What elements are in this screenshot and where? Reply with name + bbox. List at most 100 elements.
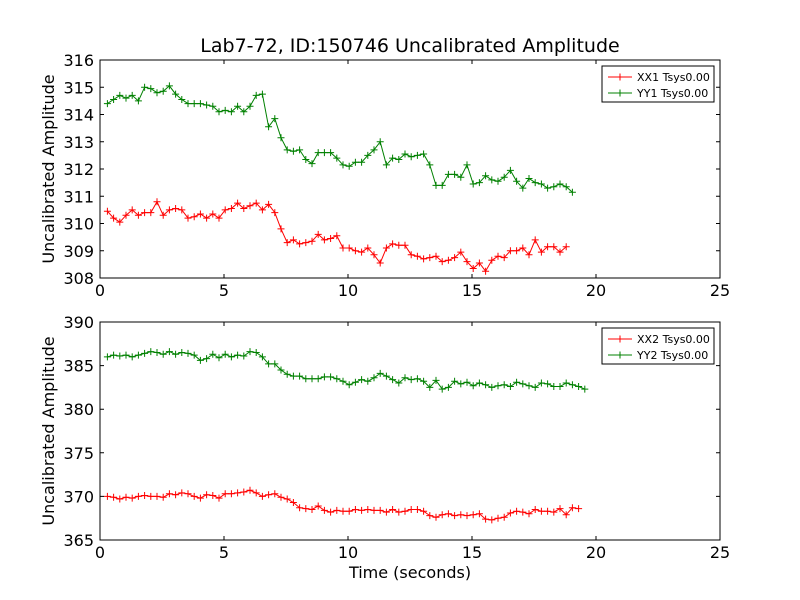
- data-point: [153, 89, 161, 97]
- data-point: [196, 356, 204, 364]
- data-point: [314, 375, 322, 383]
- data-point: [128, 353, 136, 361]
- data-point: [190, 492, 198, 500]
- data-point: [370, 506, 378, 514]
- data-point: [215, 354, 223, 362]
- data-point: [562, 243, 570, 251]
- data-point: [451, 512, 459, 520]
- data-point: [333, 232, 341, 240]
- data-point: [128, 494, 136, 502]
- legend: XX1 Tsys0.00 YY1 Tsys0.00: [601, 65, 715, 103]
- data-point: [525, 175, 533, 182]
- y-tick-label: 375: [63, 444, 94, 463]
- data-point: [320, 236, 328, 244]
- data-point: [568, 504, 576, 512]
- x-tick-label: 15: [462, 281, 482, 300]
- data-point: [271, 115, 279, 123]
- y-tick-label: 313: [63, 133, 94, 152]
- data-point: [525, 510, 533, 518]
- data-point: [141, 209, 149, 217]
- data-point: [444, 383, 452, 391]
- data-point: [221, 206, 229, 214]
- legend-box: [601, 65, 715, 103]
- data-point: [556, 505, 564, 513]
- data-point: [339, 161, 347, 169]
- data-point: [438, 181, 446, 189]
- data-point: [240, 205, 248, 212]
- data-point: [463, 378, 471, 386]
- data-point: [221, 106, 229, 114]
- x-tick-label: 25: [710, 543, 730, 562]
- data-point: [401, 150, 409, 158]
- data-point: [513, 507, 521, 515]
- data-point: [296, 372, 304, 380]
- series-line: [107, 85, 573, 193]
- legend-box: [601, 327, 715, 365]
- data-point: [134, 97, 142, 105]
- y-tick-label: 309: [63, 242, 94, 261]
- data-point: [389, 376, 397, 384]
- data-point: [308, 375, 316, 383]
- data-point: [209, 350, 217, 358]
- data-point: [234, 351, 242, 359]
- data-point: [420, 377, 428, 385]
- data-point: [395, 508, 403, 516]
- data-point: [289, 147, 297, 155]
- data-point: [438, 258, 446, 266]
- data-point: [568, 188, 576, 196]
- data-point: [302, 505, 310, 513]
- data-point: [153, 198, 161, 206]
- data-point: [358, 158, 366, 166]
- data-point: [482, 172, 490, 180]
- data-point: [122, 351, 130, 359]
- data-point: [395, 156, 403, 163]
- data-point: [531, 236, 539, 244]
- data-point: [432, 252, 440, 260]
- x-tick-label: 20: [586, 543, 606, 562]
- data-point: [314, 230, 322, 238]
- data-point: [147, 492, 155, 500]
- data-point: [475, 510, 483, 518]
- data-point: [420, 255, 428, 263]
- data-point: [575, 505, 583, 513]
- data-point: [420, 150, 428, 158]
- data-point: [339, 377, 347, 385]
- data-point: [395, 379, 403, 387]
- data-point: [333, 506, 341, 514]
- data-point: [544, 243, 552, 251]
- x-tick-label: 15: [462, 543, 482, 562]
- data-point: [500, 513, 508, 521]
- data-point: [500, 254, 508, 262]
- y-tick-label: 380: [63, 400, 94, 419]
- x-tick-label: 25: [710, 281, 730, 300]
- data-point: [438, 385, 446, 393]
- y-tick-label: 312: [63, 160, 94, 179]
- data-point: [308, 506, 316, 513]
- data-point: [240, 352, 248, 360]
- data-point: [444, 256, 452, 264]
- data-point: [184, 490, 192, 498]
- data-point: [444, 170, 452, 178]
- data-point: [513, 247, 521, 255]
- data-point: [370, 251, 378, 259]
- data-point: [128, 206, 136, 214]
- data-point: [320, 506, 328, 514]
- legend-entry: XX1 Tsys0.00: [608, 71, 710, 84]
- data-point: [240, 108, 248, 116]
- data-point: [370, 146, 378, 154]
- data-point: [265, 200, 273, 208]
- data-point: [513, 378, 521, 386]
- data-point: [389, 506, 397, 513]
- data-point: [519, 184, 527, 192]
- data-point: [110, 214, 118, 222]
- data-point: [172, 205, 180, 212]
- series-line: [107, 351, 585, 390]
- legend: XX2 Tsys0.00 YY2 Tsys0.00: [601, 327, 715, 365]
- data-point: [196, 100, 204, 108]
- data-point: [432, 181, 440, 189]
- data-point: [401, 241, 409, 249]
- y-tick-label: 315: [63, 78, 94, 97]
- data-point: [327, 149, 335, 157]
- data-point: [227, 353, 235, 361]
- data-point: [153, 349, 161, 356]
